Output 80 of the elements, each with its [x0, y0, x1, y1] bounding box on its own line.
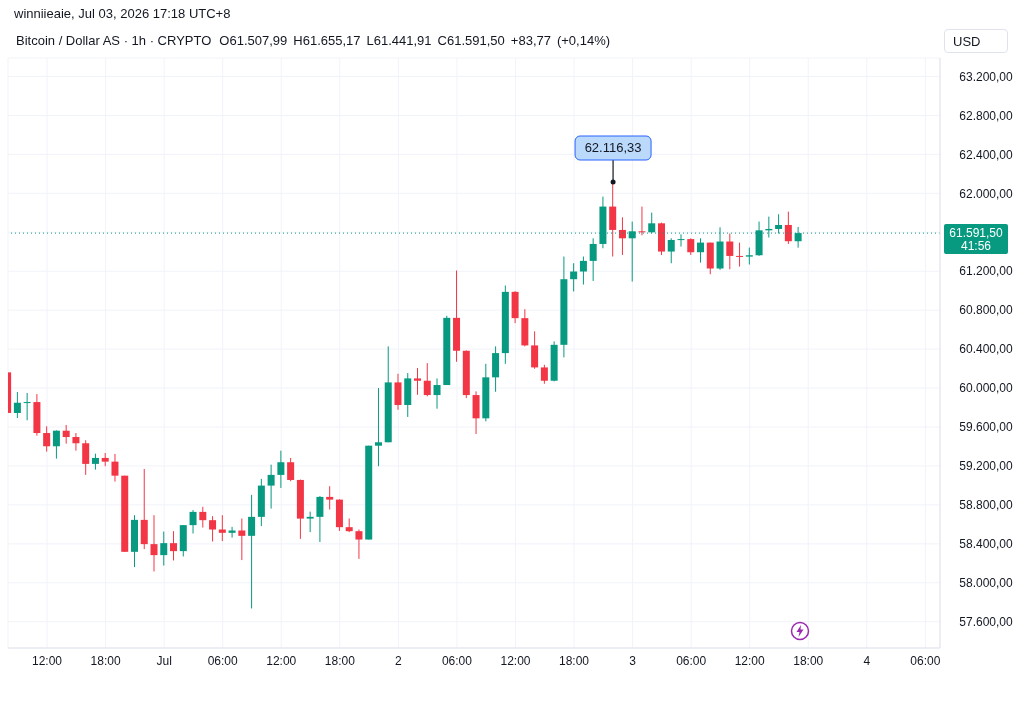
x-tick-label: 18:00: [559, 653, 590, 668]
candlestick: [579, 256, 587, 286]
x-tick-label: 12:00: [266, 653, 297, 668]
candlestick: [82, 439, 90, 476]
candlestick: [13, 391, 21, 419]
y-tick-label: 60.800,00: [959, 303, 1014, 318]
y-axis-title: USD: [944, 29, 1008, 53]
candlestick: [62, 424, 70, 445]
y-tick-label: 59.600,00: [959, 420, 1014, 435]
y-tick-label: 58.400,00: [959, 537, 1014, 552]
text: 41:56: [960, 239, 992, 254]
candlestick: [540, 364, 548, 385]
candlestick: [316, 495, 324, 543]
candlestick: [306, 511, 314, 533]
x-tick-label: 12:00: [32, 653, 63, 668]
candlestick: [170, 530, 178, 561]
y-tick-label: 58.000,00: [959, 576, 1014, 591]
candlestick: [414, 367, 422, 396]
x-tick-label: 06:00: [910, 653, 941, 668]
candlestick: [72, 432, 80, 452]
candlestick: [199, 506, 207, 529]
ref-line-label: 61.591,50: [949, 226, 1004, 241]
y-tick-label: 59.200,00: [959, 459, 1014, 474]
annotation: 62.116,33: [584, 140, 642, 155]
candlestick: [355, 529, 363, 560]
x-tick-label: 06:00: [441, 653, 473, 668]
x-tick-label: 12:00: [500, 653, 531, 668]
x-tick-label: 18:00: [793, 653, 824, 668]
candlestick: [423, 362, 431, 397]
candlestick: [589, 237, 597, 282]
x-tick-label: 4: [863, 653, 871, 668]
y-tick-label: 62.800,00: [959, 108, 1014, 123]
candlestick: [784, 211, 792, 245]
candlestick: [736, 242, 744, 268]
text: winniieaie, Jul 03, 2026 17:18 UTC+8: [14, 6, 231, 21]
y-tick-label: 60.000,00: [959, 381, 1014, 396]
candlestick: [52, 429, 60, 460]
x-tick-label: 12:00: [734, 653, 766, 668]
candlestick: [23, 392, 31, 421]
candlestick: [726, 233, 734, 270]
y-tick-label: 62.400,00: [959, 147, 1014, 162]
x-tick-label: 3: [629, 653, 637, 668]
candlestick: [43, 425, 51, 453]
candlestick: [638, 206, 646, 236]
candlestick: [433, 377, 441, 410]
candlestick: [209, 515, 217, 542]
candlestick: [218, 514, 226, 542]
candlestick: [150, 514, 158, 572]
y-tick-label: 62.000,00: [959, 186, 1014, 201]
candlestick: [267, 464, 275, 510]
candlestick: [287, 457, 295, 482]
candlestick: [228, 526, 236, 539]
candlestick: [277, 450, 285, 489]
candlestick: [472, 390, 480, 435]
y-tick-label: 63.200,00: [959, 69, 1014, 84]
chart-title: Bitcoin / Dollar AS · 1h · CRYPTO: [16, 33, 212, 48]
candlestick: [248, 494, 256, 609]
x-tick-label: Jul: [156, 653, 172, 668]
x-tick-label: 06:00: [676, 653, 707, 668]
y-tick-label: 57.600,00: [959, 614, 1014, 629]
candlestick: [160, 531, 168, 567]
y-tick-label: 58.800,00: [959, 498, 1014, 513]
candlestick: [677, 233, 685, 248]
y-tick-label: 60.400,00: [959, 342, 1014, 357]
candlestick: [238, 518, 246, 561]
x-tick-label: 2: [395, 653, 403, 668]
candlestick: [189, 509, 197, 534]
x-tick-label: 18:00: [324, 653, 356, 668]
candlestick: [531, 330, 539, 370]
text: O61.507,99 H61.655,17 L61.441,91 C61.591,50 +83,77 (+0,14%): [219, 33, 611, 48]
candlestick: [697, 237, 705, 264]
x-tick-label: 06:00: [207, 653, 239, 668]
candlestick: [570, 262, 578, 292]
y-tick-label: 61.200,00: [959, 264, 1014, 279]
candlestick: [394, 373, 402, 411]
candlestick: [326, 485, 334, 511]
candlestick: [667, 237, 675, 264]
candlestick: [374, 387, 382, 467]
candlestick: [111, 453, 119, 483]
x-tick-label: 18:00: [90, 653, 121, 668]
